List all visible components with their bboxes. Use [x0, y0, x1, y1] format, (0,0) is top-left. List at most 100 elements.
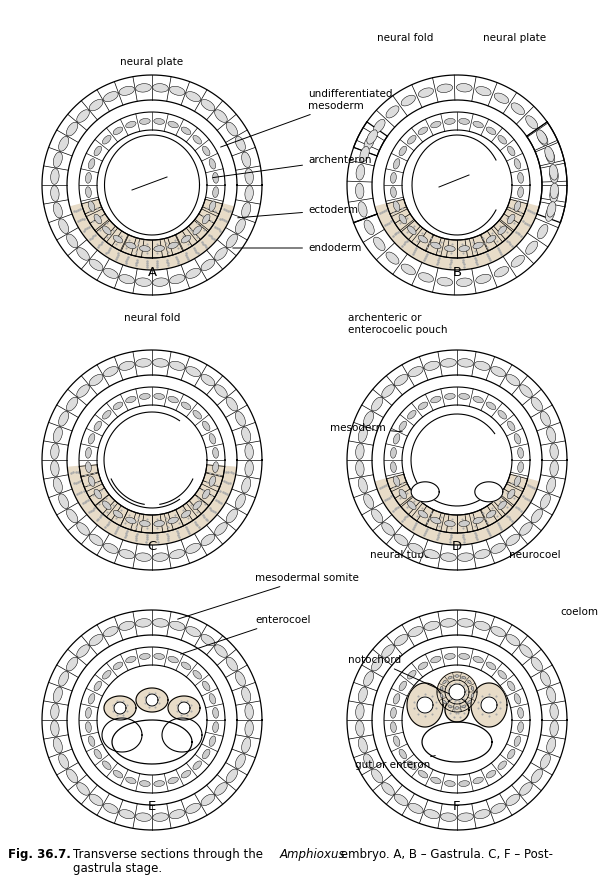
Ellipse shape — [448, 676, 452, 679]
Ellipse shape — [140, 246, 150, 252]
Ellipse shape — [104, 803, 118, 814]
Ellipse shape — [89, 795, 103, 806]
Ellipse shape — [209, 201, 216, 211]
Polygon shape — [42, 350, 262, 570]
Ellipse shape — [394, 634, 408, 645]
Polygon shape — [387, 199, 526, 257]
Ellipse shape — [364, 754, 374, 768]
Ellipse shape — [364, 411, 374, 426]
Ellipse shape — [440, 813, 456, 822]
Text: endoderm: endoderm — [233, 243, 361, 253]
Ellipse shape — [445, 781, 455, 787]
Ellipse shape — [102, 670, 111, 679]
Ellipse shape — [358, 202, 367, 217]
Ellipse shape — [245, 444, 253, 460]
Ellipse shape — [88, 476, 95, 487]
Ellipse shape — [66, 509, 78, 523]
Ellipse shape — [186, 803, 201, 814]
Ellipse shape — [126, 242, 136, 249]
Ellipse shape — [547, 687, 556, 702]
Ellipse shape — [119, 86, 134, 96]
Ellipse shape — [550, 703, 558, 719]
Ellipse shape — [88, 434, 95, 444]
Ellipse shape — [390, 708, 397, 718]
Ellipse shape — [531, 509, 542, 523]
Ellipse shape — [498, 226, 506, 234]
Ellipse shape — [399, 489, 407, 499]
Text: neural tube: neural tube — [370, 550, 430, 560]
Polygon shape — [475, 481, 503, 502]
Ellipse shape — [468, 680, 471, 684]
Ellipse shape — [424, 361, 439, 370]
Ellipse shape — [491, 544, 506, 553]
Text: Transverse sections through the: Transverse sections through the — [73, 848, 267, 861]
Ellipse shape — [113, 235, 123, 243]
Ellipse shape — [213, 708, 218, 718]
Text: embryo. A, B – Gastrula. C, F – Post-: embryo. A, B – Gastrula. C, F – Post- — [337, 848, 553, 861]
Text: neural plate: neural plate — [120, 57, 184, 67]
Ellipse shape — [440, 553, 456, 561]
Ellipse shape — [418, 235, 428, 243]
Ellipse shape — [193, 761, 201, 770]
Ellipse shape — [242, 427, 251, 443]
Ellipse shape — [53, 738, 62, 753]
Ellipse shape — [445, 521, 455, 526]
Ellipse shape — [531, 397, 542, 411]
Ellipse shape — [486, 510, 496, 518]
Ellipse shape — [456, 278, 472, 287]
Ellipse shape — [390, 447, 397, 458]
Ellipse shape — [390, 173, 397, 183]
Ellipse shape — [356, 703, 364, 719]
Ellipse shape — [94, 489, 102, 499]
Ellipse shape — [418, 770, 428, 778]
Ellipse shape — [235, 137, 245, 151]
Ellipse shape — [113, 510, 123, 518]
Ellipse shape — [168, 396, 178, 403]
Ellipse shape — [475, 550, 490, 559]
Ellipse shape — [407, 670, 416, 679]
Ellipse shape — [486, 127, 496, 134]
Ellipse shape — [242, 478, 251, 493]
Ellipse shape — [186, 268, 201, 278]
Text: A: A — [148, 266, 157, 279]
Ellipse shape — [135, 83, 151, 92]
Ellipse shape — [51, 460, 59, 476]
Ellipse shape — [407, 501, 416, 510]
Ellipse shape — [431, 121, 441, 128]
Ellipse shape — [371, 769, 383, 783]
Ellipse shape — [53, 478, 62, 493]
Ellipse shape — [119, 361, 134, 370]
Ellipse shape — [409, 544, 423, 553]
Ellipse shape — [364, 672, 374, 686]
Ellipse shape — [399, 749, 407, 759]
Ellipse shape — [520, 385, 533, 397]
Polygon shape — [178, 702, 190, 714]
Ellipse shape — [356, 165, 365, 180]
Ellipse shape — [445, 246, 455, 252]
Ellipse shape — [475, 809, 490, 819]
Ellipse shape — [537, 132, 548, 146]
Ellipse shape — [235, 219, 245, 233]
Ellipse shape — [242, 203, 251, 217]
Polygon shape — [79, 387, 225, 533]
Ellipse shape — [193, 135, 201, 144]
Ellipse shape — [245, 721, 253, 737]
Ellipse shape — [418, 88, 434, 97]
Ellipse shape — [393, 201, 400, 211]
Ellipse shape — [514, 159, 521, 169]
Ellipse shape — [104, 268, 118, 278]
Polygon shape — [168, 696, 200, 720]
Ellipse shape — [203, 681, 210, 691]
Ellipse shape — [242, 687, 251, 702]
Ellipse shape — [520, 523, 533, 535]
Ellipse shape — [371, 509, 383, 523]
Ellipse shape — [390, 462, 397, 473]
Ellipse shape — [514, 476, 521, 487]
Ellipse shape — [386, 106, 399, 118]
Ellipse shape — [454, 707, 459, 709]
Ellipse shape — [373, 119, 385, 133]
Ellipse shape — [226, 769, 237, 783]
Polygon shape — [384, 387, 530, 533]
Ellipse shape — [473, 121, 483, 128]
Ellipse shape — [550, 165, 558, 180]
